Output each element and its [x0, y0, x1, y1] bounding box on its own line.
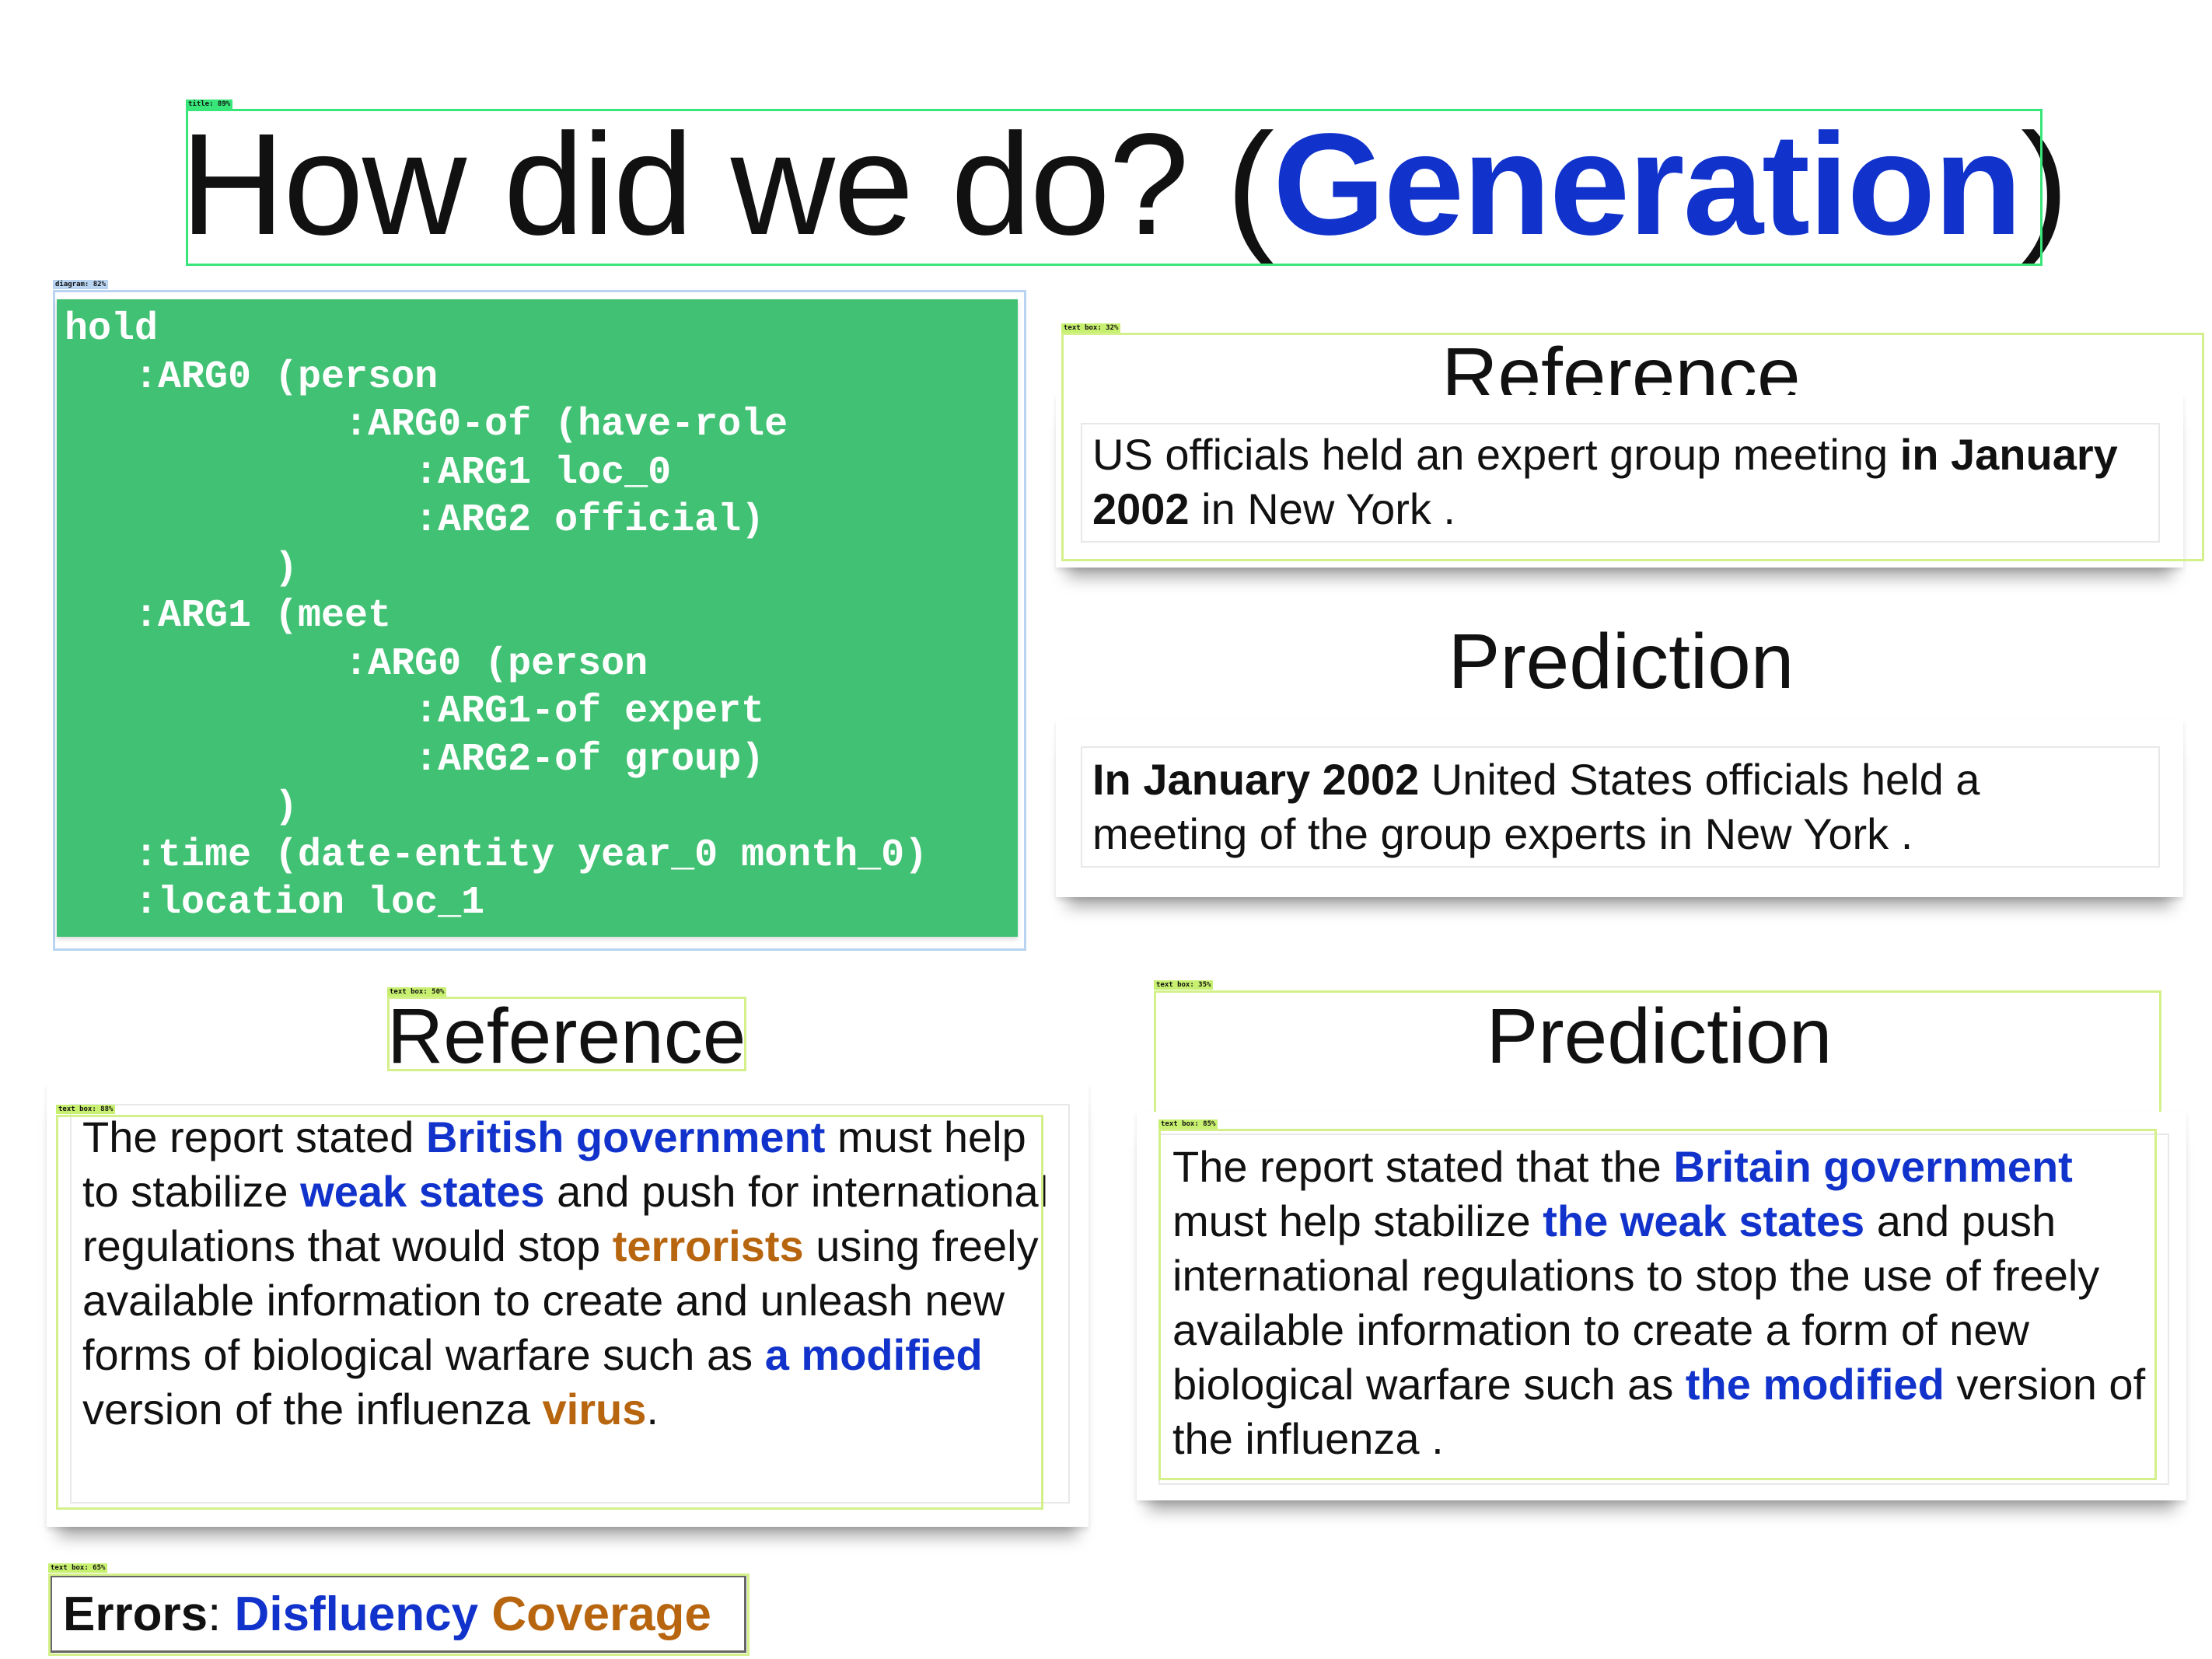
- amr-graph-panel: hold :ARG0 (person :ARG0-of (have-role :…: [57, 299, 1018, 937]
- example2-prediction-detection-tag: text box: 35%: [1154, 980, 1214, 990]
- example2-prediction-heading: Prediction: [1486, 993, 1833, 1080]
- amr-line: hold: [65, 307, 159, 351]
- sentence-segment-blue: the modified: [1685, 1360, 1945, 1409]
- diagram-detection-box: [53, 290, 1026, 951]
- sentence-segment-normal: must help stabilize: [1172, 1196, 1543, 1245]
- sentence-segment-blue: British government: [426, 1112, 826, 1161]
- example2-reference-card: The report stated British government mus…: [47, 1084, 1089, 1527]
- sentence-segment-orange: virus: [542, 1385, 647, 1434]
- errors-colon: :: [208, 1587, 235, 1641]
- sentence-segment-orange: terrorists: [612, 1221, 804, 1270]
- sentence-segment-blue: Britain government: [1673, 1142, 2073, 1191]
- example2-reference-sentence: The report stated British government mus…: [82, 1110, 1062, 1437]
- errors-label: Errors: [63, 1587, 208, 1641]
- sentence-segment-normal: The report stated: [82, 1112, 427, 1161]
- amr-line: :time (date-entity year_0 month_0): [65, 833, 928, 878]
- diagram-detection-tag: diagram: 82%: [53, 280, 109, 289]
- example2-prediction-inner-detection-tag: text box: 85%: [1158, 1119, 1218, 1129]
- amr-line: ): [65, 785, 299, 830]
- example1-prediction-sentence: In January 2002 United States officials …: [1092, 753, 2119, 861]
- example1-reference-sentence: US officials held an expert group meetin…: [1092, 428, 2119, 536]
- example2-reference-detection-box: [56, 1115, 1043, 1510]
- example2-reference-heading: Reference: [387, 993, 746, 1080]
- example2-reference-heading-detection-tag: text box: 50%: [387, 987, 447, 997]
- sentence-segment-blue: the weak states: [1543, 1196, 1865, 1245]
- errors-detection-box: [48, 1573, 750, 1656]
- amr-line: :ARG0-of (have-role: [65, 403, 788, 447]
- sentence-segment-bold: in January 2002: [1092, 430, 2118, 533]
- amr-line: :ARG2-of group): [65, 737, 765, 782]
- errors-legend: Errors: Disfluency Coverage: [50, 1575, 746, 1653]
- example1-reference-detection-tag: text box: 32%: [1061, 323, 1121, 333]
- amr-line: :ARG2 official): [65, 498, 765, 543]
- sentence-segment-normal: version of the influenza .: [1172, 1360, 2146, 1463]
- sentence-segment-blue: weak states: [300, 1167, 545, 1216]
- sentence-segment-normal: United States officials held a meeting o…: [1092, 755, 1980, 858]
- amr-line: ): [65, 546, 299, 591]
- errors-legend-text: Errors: Disfluency Coverage: [63, 1584, 711, 1646]
- title-detection-tag: title: 89%: [186, 100, 233, 109]
- example1-prediction-card: In January 2002 United States officials …: [1056, 720, 2183, 897]
- example1-prediction-inner-box: [1081, 746, 2160, 868]
- sentence-segment-normal: must help to stabilize: [82, 1112, 1026, 1216]
- amr-line: :ARG0 (person: [65, 355, 439, 400]
- example2-prediction-inner-detection-box: [1158, 1129, 2157, 1480]
- amr-line: :ARG1-of expert: [65, 690, 765, 734]
- errors-disfluency: Disfluency: [234, 1587, 479, 1641]
- example1-reference-detection-box: [1061, 333, 2204, 561]
- errors-detection-tag: text box: 65%: [48, 1563, 108, 1573]
- title-suffix: ): [2020, 104, 2069, 265]
- sentence-segment-normal: and push international regulations to st…: [1172, 1196, 2100, 1409]
- sentence-segment-normal: version of the influenza: [82, 1385, 543, 1434]
- example1-reference-card: US officials held an expert group meetin…: [1056, 395, 2183, 568]
- sentence-segment-blue: a modified: [764, 1330, 983, 1379]
- amr-line: :location loc_1: [65, 881, 485, 925]
- amr-line: :ARG1 (meet: [65, 594, 392, 638]
- example2-reference-inner-box: [70, 1104, 1070, 1504]
- example2-prediction-card: The report stated that the Britain gover…: [1137, 1112, 2186, 1500]
- errors-coverage: Coverage: [491, 1587, 711, 1641]
- title-highlight: Generation: [1273, 104, 2022, 265]
- example1-prediction-heading: Prediction: [1448, 618, 1794, 705]
- example2-reference-heading-detection-box: [387, 997, 746, 1071]
- sentence-segment-normal: in New York .: [1189, 484, 1455, 533]
- sentence-segment-normal: and push for international regulations t…: [82, 1167, 1049, 1270]
- sentence-segment-normal: US officials held an expert group meetin…: [1092, 430, 1900, 479]
- title-detection-box: [186, 109, 2043, 266]
- example2-reference-detection-tag: text box: 88%: [56, 1105, 116, 1114]
- sentence-segment-normal: The report stated that the: [1172, 1142, 1674, 1191]
- example2-prediction-sentence: The report stated that the Britain gover…: [1172, 1140, 2160, 1466]
- example1-reference-inner-box: [1081, 423, 2160, 543]
- sentence-segment-normal: .: [646, 1385, 659, 1434]
- sentence-segment-normal: using freely available information to cr…: [82, 1221, 1039, 1379]
- slide-title: How did we do? (Generation): [180, 104, 2069, 265]
- amr-line: :ARG0 (person: [65, 641, 648, 686]
- sentence-segment-bold: In January 2002: [1092, 755, 1420, 804]
- amr-line: :ARG1 loc_0: [65, 450, 672, 495]
- title-prefix: How did we do? (: [180, 104, 1274, 265]
